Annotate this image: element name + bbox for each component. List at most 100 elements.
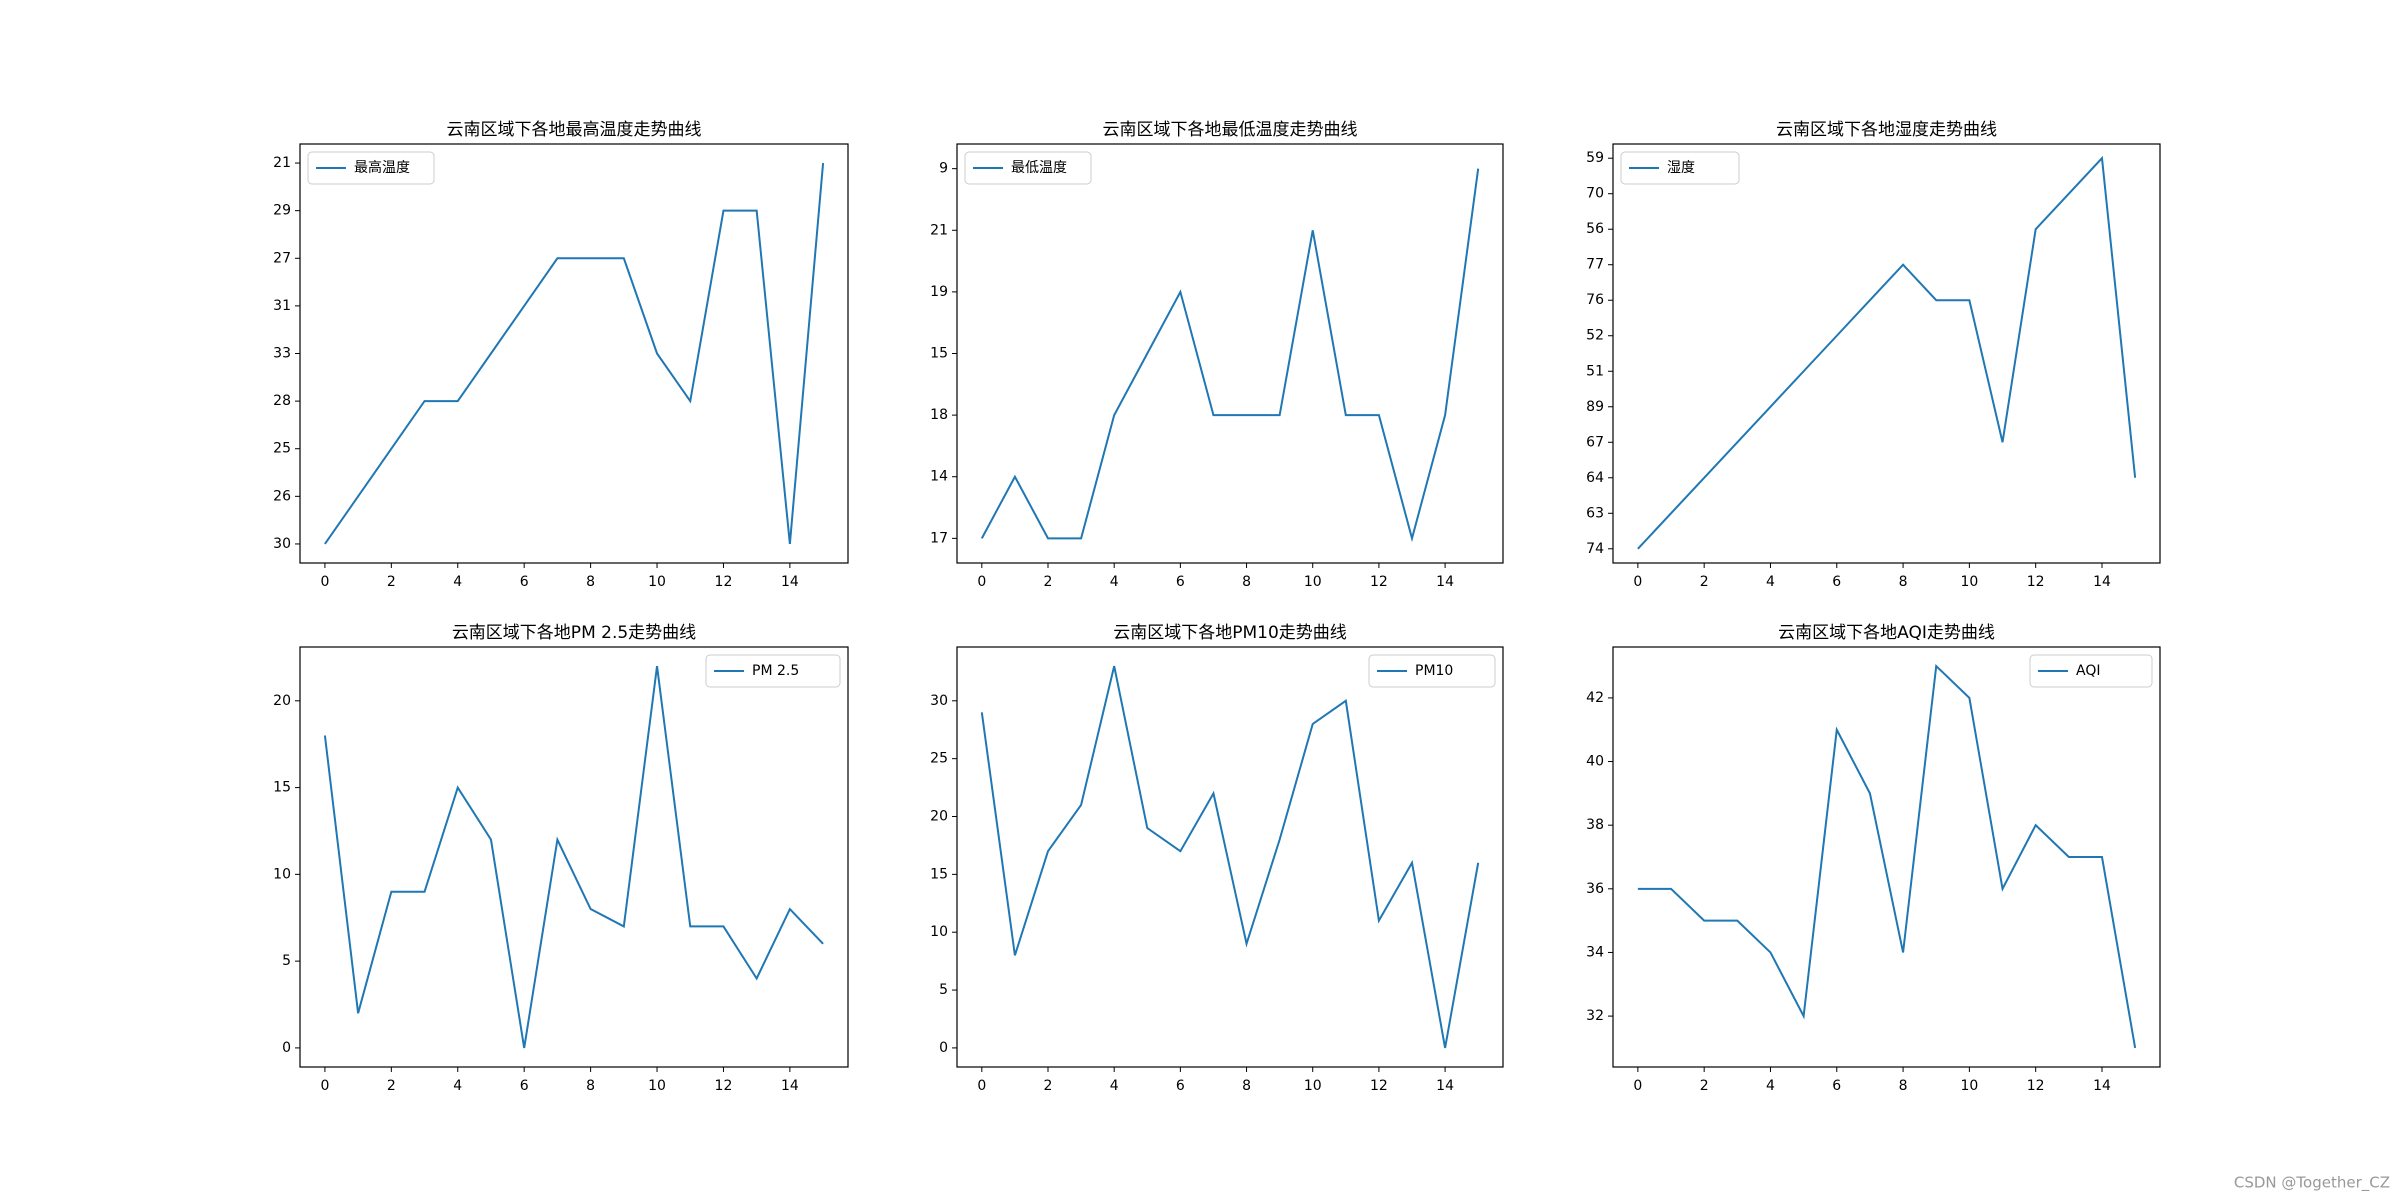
y-tick-label: 25 (930, 751, 948, 767)
x-tick-label: 4 (1110, 574, 1119, 590)
legend-box (2029, 654, 2153, 688)
y-tick-label: 31 (273, 298, 291, 314)
y-tick-label: 10 (930, 924, 948, 940)
x-tick-label: 6 (1832, 574, 1841, 590)
y-tick-label: 89 (1586, 399, 1604, 415)
x-tick-label: 2 (1700, 574, 1709, 590)
y-tick-label: 77 (1586, 257, 1604, 273)
chart-title: 云南区域下各地湿度走势曲线 (1776, 120, 1997, 140)
chart-title: 云南区域下各地PM 2.5走势曲线 (452, 623, 696, 643)
x-tick-label: 0 (320, 574, 329, 590)
axes-frame (299, 646, 849, 1068)
legend-box (307, 151, 435, 185)
y-tick-label: 67 (1586, 434, 1604, 450)
x-tick-label: 4 (1766, 1078, 1775, 1094)
y-tick-label: 63 (1586, 505, 1604, 521)
legend-label: AQI (2076, 663, 2100, 679)
legend-label: 最高温度 (354, 159, 410, 176)
data-line (980, 665, 1480, 1049)
x-tick-label: 12 (2027, 1078, 2045, 1094)
y-tick-label: 42 (1586, 690, 1604, 706)
x-tick-label: 12 (715, 574, 733, 590)
x-tick-label: 8 (1899, 1078, 1908, 1094)
y-tick-label: 30 (930, 693, 948, 709)
watermark: CSDN @Together_CZ (2234, 1174, 2390, 1193)
x-tick-label: 0 (320, 1078, 329, 1094)
legend-label: 最低温度 (1011, 160, 1067, 176)
x-tick-label: 2 (387, 1078, 396, 1094)
y-tick-label: 52 (1586, 328, 1604, 344)
chart-title: 云南区域下各地最低温度走势曲线 (1103, 120, 1358, 140)
chart-title: 云南区域下各地PM10走势曲线 (1113, 623, 1347, 643)
y-tick-label: 36 (1586, 881, 1604, 897)
y-tick-label: 27 (273, 250, 291, 266)
y-tick-label: 25 (273, 441, 291, 457)
x-tick-label: 14 (781, 574, 799, 590)
y-tick-label: 29 (273, 203, 291, 219)
y-tick-label: 15 (930, 866, 948, 882)
x-tick-label: 6 (1176, 1078, 1185, 1094)
y-tick-label: 15 (930, 346, 948, 362)
x-tick-label: 4 (453, 574, 462, 590)
data-line (323, 665, 824, 1049)
x-tick-label: 0 (977, 574, 986, 590)
x-tick-label: 4 (453, 1078, 462, 1094)
x-tick-label: 10 (1304, 574, 1322, 590)
y-tick-label: 28 (273, 393, 291, 409)
y-tick-label: 0 (939, 1040, 948, 1056)
data-line (324, 162, 825, 545)
x-tick-label: 14 (781, 1078, 799, 1094)
x-tick-label: 0 (1633, 1078, 1642, 1094)
legend-label: PM 2.5 (752, 663, 799, 679)
y-tick-label: 26 (273, 488, 291, 504)
data-line (1637, 663, 2137, 1049)
x-tick-label: 10 (1960, 1078, 1978, 1094)
x-tick-label: 10 (648, 574, 666, 590)
x-tick-label: 2 (1700, 1078, 1709, 1094)
y-tick-label: 38 (1586, 817, 1604, 833)
x-tick-label: 10 (648, 1078, 666, 1094)
axes-frame (956, 646, 1504, 1068)
y-tick-label: 20 (930, 809, 948, 825)
y-tick-label: 70 (1586, 186, 1604, 202)
x-tick-label: 0 (977, 1078, 986, 1094)
y-tick-label: 5 (282, 953, 291, 969)
x-tick-label: 10 (1304, 1078, 1322, 1094)
x-tick-label: 4 (1766, 574, 1775, 590)
y-tick-label: 32 (1586, 1008, 1604, 1024)
x-tick-label: 12 (2027, 574, 2045, 590)
x-tick-label: 6 (1832, 1078, 1841, 1094)
x-tick-label: 8 (1242, 574, 1251, 590)
y-tick-label: 64 (1586, 470, 1604, 486)
y-tick-label: 33 (273, 346, 291, 362)
data-line (980, 168, 1480, 543)
axes-frame (1612, 646, 2161, 1068)
y-tick-label: 40 (1586, 754, 1604, 770)
x-tick-label: 8 (586, 1078, 595, 1094)
y-tick-label: 56 (1586, 221, 1604, 237)
y-tick-label: 17 (930, 530, 948, 546)
y-tick-label: 5 (939, 982, 948, 998)
y-tick-label: 21 (930, 222, 948, 238)
y-tick-label: 34 (1586, 944, 1604, 960)
x-tick-label: 2 (1044, 1078, 1053, 1094)
y-tick-label: 76 (1586, 292, 1604, 308)
y-tick-label: 21 (273, 155, 291, 171)
y-tick-label: 14 (930, 469, 948, 485)
legend-label: PM10 (1415, 663, 1453, 679)
legend-box (1368, 654, 1496, 688)
x-tick-label: 6 (1176, 574, 1185, 590)
x-tick-label: 12 (1370, 574, 1388, 590)
x-tick-label: 14 (2093, 1078, 2111, 1094)
x-tick-label: 4 (1110, 1078, 1119, 1094)
chart-title: 云南区域下各地最高温度走势曲线 (447, 120, 702, 140)
x-tick-label: 6 (520, 574, 529, 590)
axes-frame (299, 143, 849, 564)
axes-frame (956, 143, 1504, 564)
x-tick-label: 14 (1436, 574, 1454, 590)
x-tick-label: 8 (1242, 1078, 1251, 1094)
y-tick-label: 9 (939, 161, 948, 177)
x-tick-label: 8 (1899, 574, 1908, 590)
legend-box (964, 151, 1092, 185)
